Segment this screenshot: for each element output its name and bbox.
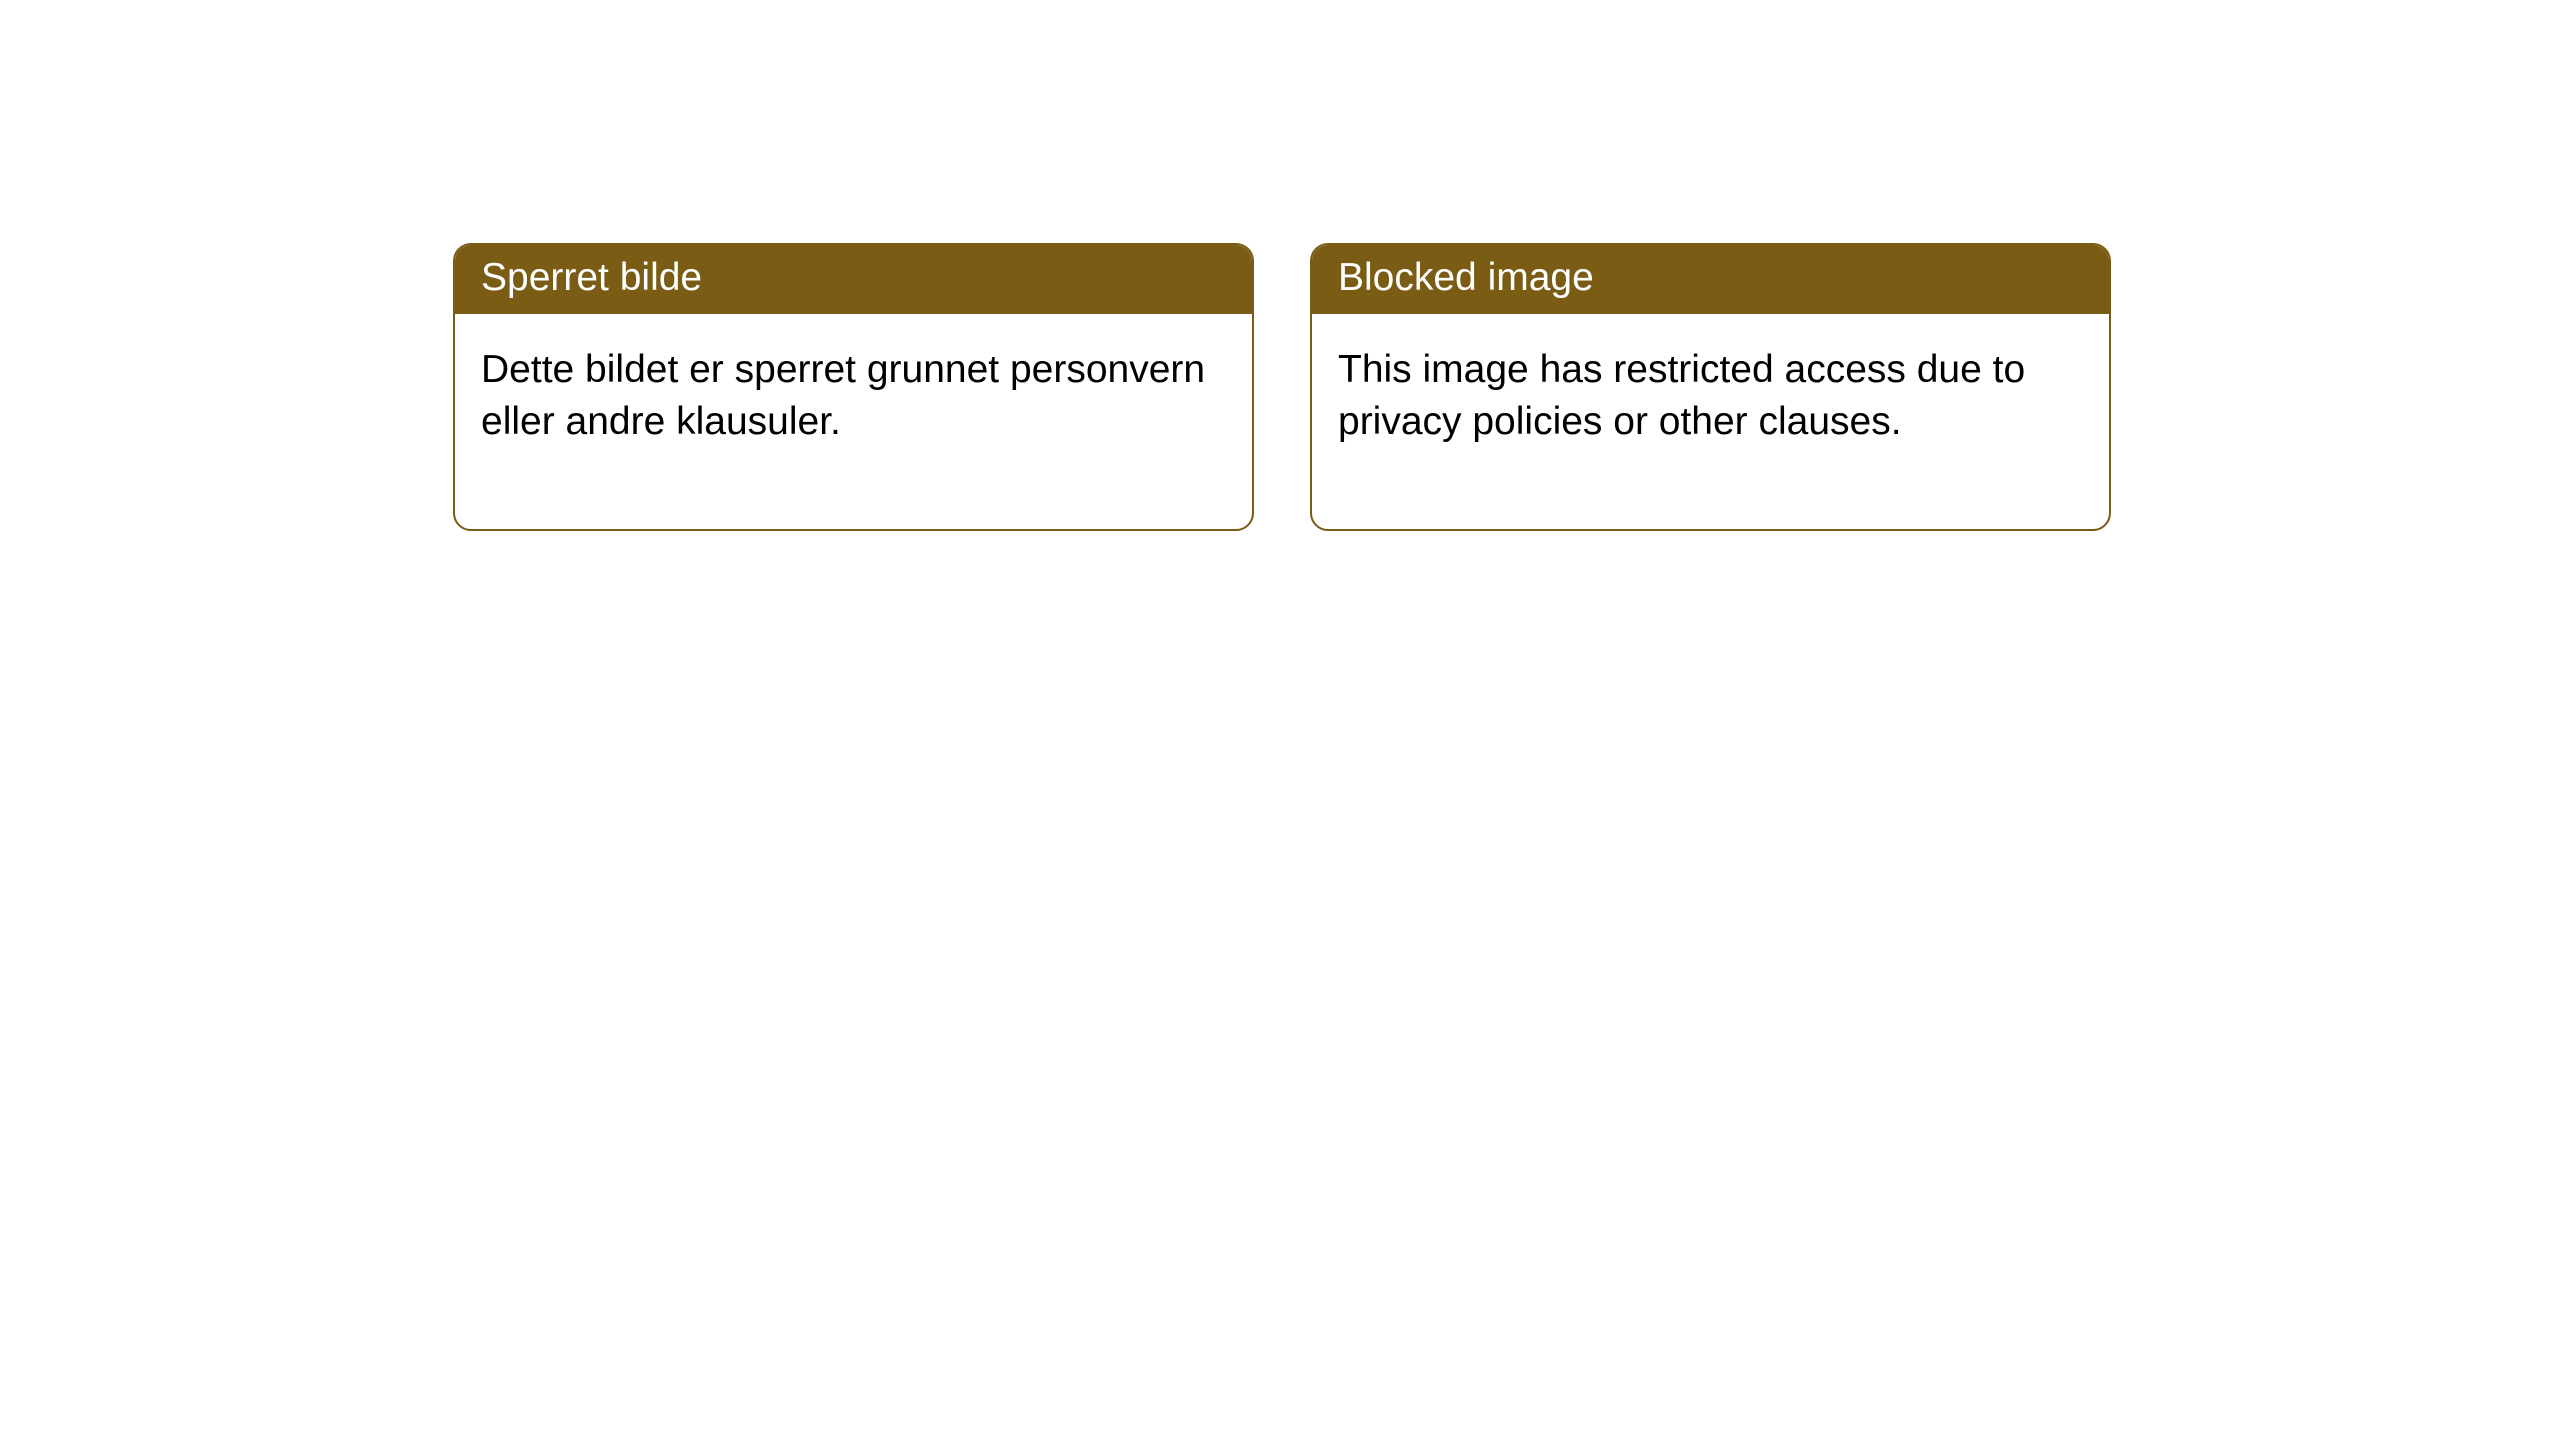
notice-container: Sperret bilde Dette bildet er sperret gr…: [453, 243, 2111, 531]
notice-header-english: Blocked image: [1312, 245, 2109, 314]
notice-card-norwegian: Sperret bilde Dette bildet er sperret gr…: [453, 243, 1254, 531]
notice-body-english: This image has restricted access due to …: [1312, 314, 2109, 529]
notice-header-norwegian: Sperret bilde: [455, 245, 1252, 314]
notice-body-norwegian: Dette bildet er sperret grunnet personve…: [455, 314, 1252, 529]
notice-card-english: Blocked image This image has restricted …: [1310, 243, 2111, 531]
